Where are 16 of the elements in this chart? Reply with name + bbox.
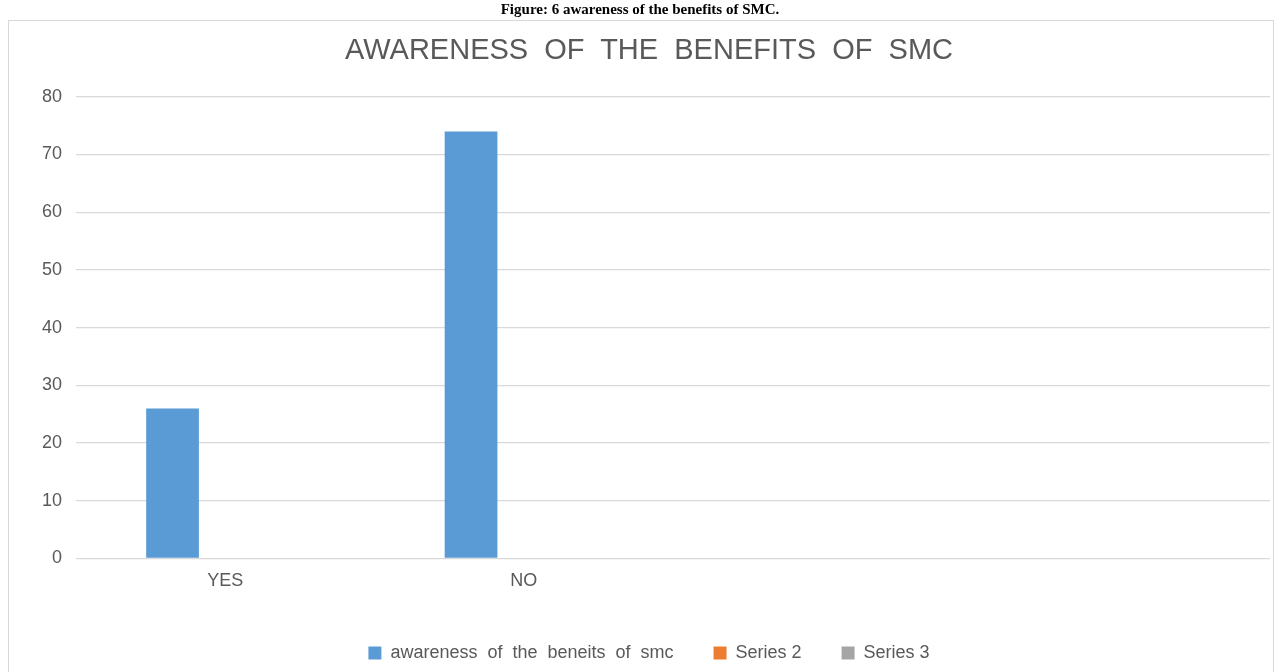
legend-label: awareness of the beneits of smc: [390, 641, 674, 662]
y-tick-label: 70: [41, 143, 63, 164]
text: Figure: 6 awareness of the benefits of SMC.: [499, 0, 781, 18]
y-tick-label: 60: [41, 201, 63, 222]
y-tick-label: 30: [41, 374, 63, 395]
legend-label: Series 3: [863, 641, 930, 662]
chart-title: AWARENESS OF THE BENEFITS OF SMC: [345, 33, 953, 66]
y-tick-label: 50: [41, 258, 63, 279]
y-tick-label: 40: [41, 316, 63, 337]
y-tick-label: 80: [41, 85, 63, 106]
legend-label: Series 2: [735, 641, 802, 662]
x-tick-label: YES: [207, 570, 244, 591]
x-tick-label: NO: [510, 570, 538, 591]
y-tick-label: 20: [41, 431, 63, 452]
y-tick-label: 0: [52, 547, 63, 568]
y-tick-label: 10: [41, 489, 63, 510]
